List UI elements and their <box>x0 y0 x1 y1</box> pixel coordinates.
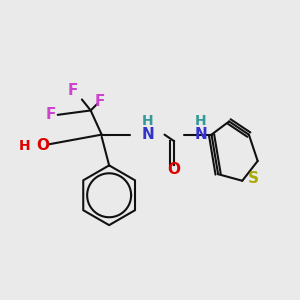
Text: H: H <box>195 114 206 128</box>
Text: H: H <box>19 139 31 153</box>
Text: F: F <box>46 107 56 122</box>
Text: S: S <box>248 171 259 186</box>
Text: F: F <box>68 83 78 98</box>
Text: N: N <box>141 127 154 142</box>
Text: F: F <box>94 94 105 109</box>
Text: H: H <box>142 114 154 128</box>
Text: O: O <box>168 162 181 177</box>
Text: O: O <box>36 138 49 153</box>
Text: N: N <box>194 127 207 142</box>
